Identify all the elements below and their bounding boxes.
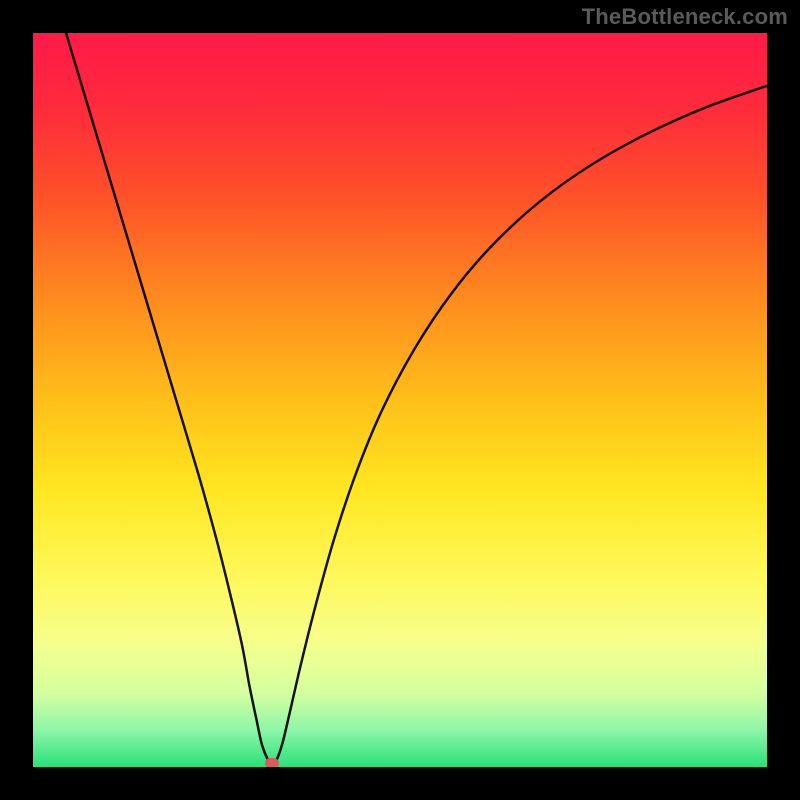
bottleneck-curve [66, 33, 767, 765]
optimum-marker [265, 758, 279, 767]
curve-layer [33, 33, 767, 767]
chart-container: TheBottleneck.com [0, 0, 800, 800]
plot-area [33, 33, 767, 767]
watermark-text: TheBottleneck.com [582, 4, 788, 30]
